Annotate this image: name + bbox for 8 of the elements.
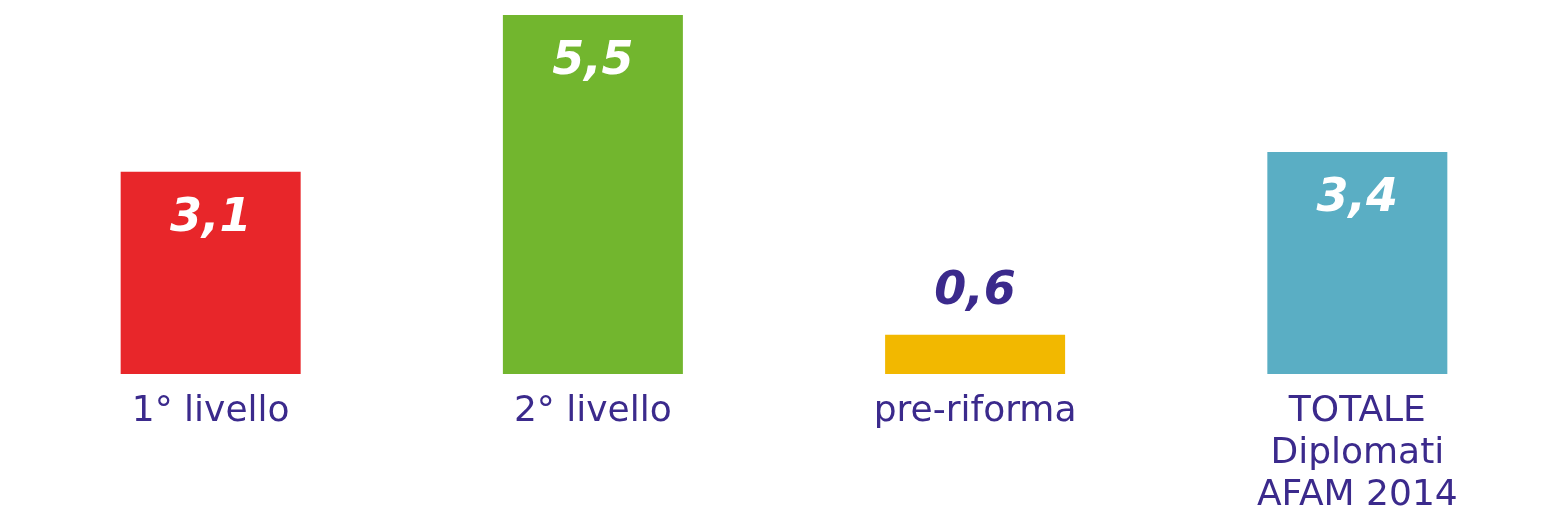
- x-tick-label: 1° livello: [131, 387, 290, 429]
- data-label: 5,5: [552, 31, 634, 85]
- data-label: 0,6: [934, 260, 1016, 315]
- x-tick-label: TOTALE Diplomati AFAM 2014: [1256, 387, 1458, 513]
- data-label: 3,4: [1316, 168, 1399, 223]
- x-tick-label: 2° livello: [513, 387, 672, 429]
- data-label: 3,1: [169, 187, 252, 242]
- x-tick-label: pre-riforma: [873, 387, 1077, 429]
